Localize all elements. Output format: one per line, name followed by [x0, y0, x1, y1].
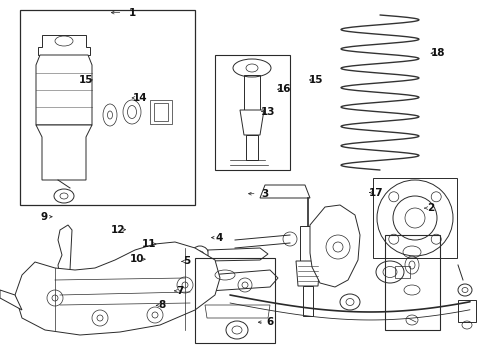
- Polygon shape: [310, 205, 360, 287]
- Bar: [20, 10, 195, 205]
- Polygon shape: [205, 305, 270, 318]
- Text: 8: 8: [158, 300, 165, 310]
- Text: 7: 7: [176, 286, 184, 296]
- Bar: [385, 235, 440, 330]
- Polygon shape: [36, 55, 92, 125]
- Text: 18: 18: [431, 48, 446, 58]
- Text: 17: 17: [369, 188, 384, 198]
- Text: 15: 15: [78, 75, 93, 85]
- Polygon shape: [260, 185, 310, 198]
- Text: 10: 10: [130, 254, 145, 264]
- Polygon shape: [58, 225, 72, 280]
- Text: 3: 3: [261, 189, 268, 199]
- Bar: [458, 300, 476, 322]
- Bar: [300, 226, 316, 261]
- Text: 5: 5: [184, 256, 191, 266]
- Polygon shape: [296, 261, 320, 286]
- Bar: [244, 75, 260, 110]
- Text: 1: 1: [129, 8, 136, 18]
- Text: 14: 14: [132, 93, 147, 103]
- Bar: [195, 258, 275, 343]
- Bar: [154, 103, 168, 121]
- Polygon shape: [15, 242, 220, 335]
- Text: 9: 9: [41, 212, 48, 222]
- Text: 6: 6: [267, 317, 274, 327]
- Text: 2: 2: [428, 203, 435, 213]
- Polygon shape: [0, 290, 22, 310]
- Bar: [303, 286, 313, 316]
- Polygon shape: [36, 125, 92, 180]
- Text: 15: 15: [309, 75, 323, 85]
- Polygon shape: [240, 110, 264, 135]
- Polygon shape: [209, 270, 278, 291]
- Text: 13: 13: [261, 107, 276, 117]
- Text: 11: 11: [142, 239, 157, 249]
- Bar: [215, 55, 290, 170]
- Bar: [150, 100, 172, 124]
- Bar: [246, 135, 258, 160]
- Text: 4: 4: [216, 233, 223, 243]
- Polygon shape: [38, 35, 90, 55]
- Text: 12: 12: [110, 225, 125, 235]
- Bar: [395, 266, 410, 278]
- Bar: [373, 178, 457, 258]
- Polygon shape: [208, 248, 268, 261]
- Text: 16: 16: [277, 84, 292, 94]
